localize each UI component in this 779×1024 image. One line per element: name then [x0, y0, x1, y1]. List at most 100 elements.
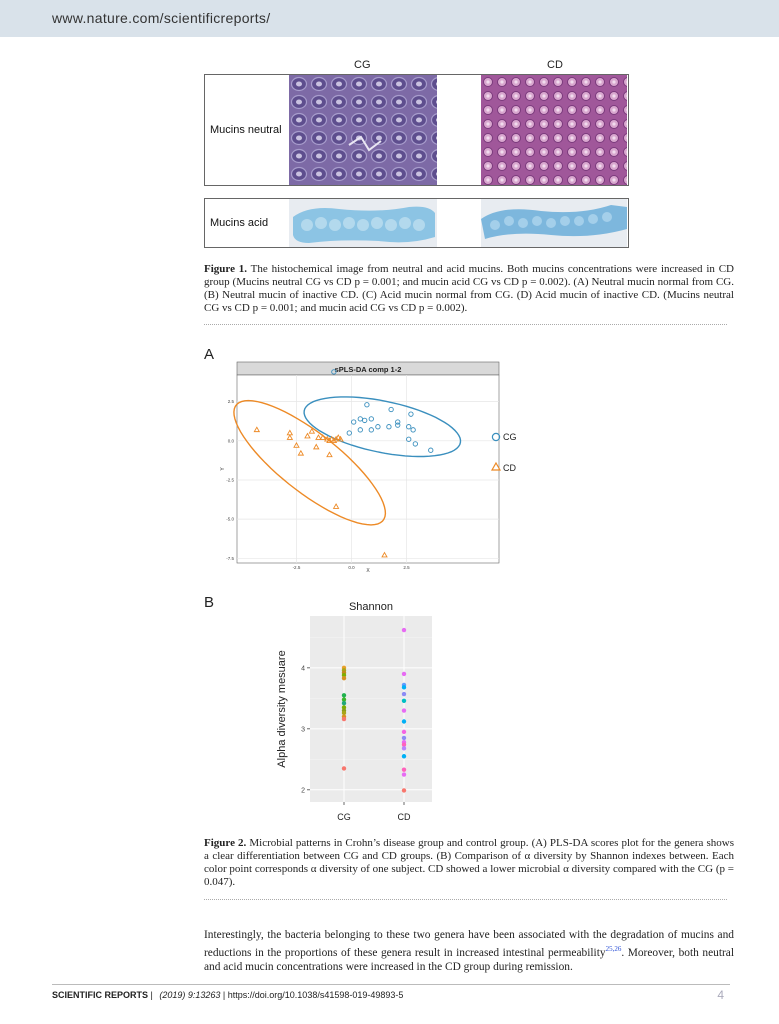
plsda-point-cg	[368, 416, 374, 422]
plsda-point-cg	[346, 430, 352, 436]
shannon-ticks: 2 3 4 CG CD	[301, 665, 411, 822]
plsda-point-cd	[319, 434, 327, 440]
shannon-point-cd	[401, 729, 407, 735]
body-text: Interestingly, the bacteria belonging to…	[204, 929, 734, 959]
plsda-chart: sPLS-DA comp 1-2 -2.5 0.0 2.5 2.5 0.0 -2.5 -5.…	[220, 361, 517, 574]
shannon-point-cd	[401, 746, 407, 751]
plsda-point-cg	[408, 411, 414, 417]
shannon-point-cg	[341, 710, 347, 716]
shannon-x-tick-label: CD	[398, 812, 411, 822]
shannon-x-tick-label: CG	[337, 812, 351, 822]
shannon-chart: Shannon 2 3 4 CG CD Alpha diversity mesuare	[276, 601, 432, 822]
plsda-point-cd	[315, 434, 322, 440]
plsda-point-cd	[335, 434, 342, 440]
shannon-point-cg	[341, 676, 347, 681]
plsda-point-cd	[308, 427, 316, 434]
shannon-point-cd	[401, 742, 407, 747]
plsda-point-cd	[381, 551, 388, 558]
shannon-point-cd	[401, 691, 407, 697]
site-url[interactable]: www.nature.com/scientificreports/	[52, 10, 271, 26]
site-header: www.nature.com/scientificreports/	[0, 0, 779, 37]
shannon-point-cd	[401, 627, 407, 633]
plsda-point-cg	[412, 441, 418, 447]
footer-citation: (2019) 9:13263	[159, 990, 221, 1000]
plsda-point-cg	[351, 419, 357, 425]
shannon-y-tick-label: 3	[301, 726, 305, 733]
fig2-caption: Figure 2. Microbial patterns in Crohn’s …	[204, 837, 734, 889]
fig1-caption: Figure 1. The histochemical image from n…	[204, 263, 734, 315]
shannon-point-cd	[401, 788, 407, 793]
shannon-point-cg	[341, 693, 347, 698]
plsda-point-cd	[337, 435, 344, 442]
plsda-point-cd	[330, 437, 338, 444]
shannon-point-cd	[401, 719, 407, 724]
fig1-row-label-neutral: Mucins neutral	[210, 124, 282, 136]
fig1-row-label-acid: Mucins acid	[210, 217, 269, 229]
plsda-point-cg	[428, 447, 434, 453]
shannon-y-tick-label: 4	[301, 665, 305, 672]
shannon-point-cg	[341, 697, 347, 702]
footer-doi[interactable]: | https://doi.org/10.1038/s41598-019-498…	[220, 990, 404, 1000]
plsda-point-cg	[375, 424, 381, 430]
plsda-grid	[237, 375, 499, 563]
fig2-separator	[204, 899, 727, 900]
shannon-point-cg	[341, 672, 347, 678]
plsda-point-cd	[297, 449, 305, 456]
plsda-point-cd	[328, 435, 335, 442]
plsda-point-cg	[364, 402, 370, 408]
fig1-image-acid-cd	[481, 199, 627, 247]
body-paragraph: Interestingly, the bacteria belonging to…	[204, 928, 734, 974]
legend-cd-marker	[490, 461, 502, 471]
plsda-point-cd	[253, 426, 261, 433]
shannon-point-cd	[401, 708, 407, 713]
plsda-y-tick-label: 2.5	[228, 399, 235, 404]
shannon-points	[341, 627, 407, 793]
fig1-separator	[204, 324, 727, 325]
plsda-point-cg	[362, 417, 368, 424]
fig2-caption-text: Microbial patterns in Crohn’s disease gr…	[204, 837, 734, 888]
plsda-point-cd	[332, 503, 340, 509]
page-number: 4	[717, 988, 724, 1002]
plsda-y-tick-label: -7.5	[226, 556, 234, 561]
plsda-points	[253, 369, 434, 558]
plsda-point-cg	[368, 427, 374, 433]
shannon-point-cd	[401, 671, 407, 677]
plsda-point-cd	[304, 432, 311, 439]
shannon-point-cd	[401, 735, 407, 741]
shannon-y-label: Alpha diversity mesuare	[276, 650, 288, 767]
shannon-title: Shannon	[349, 601, 393, 613]
plsda-x-tick-label: 0.0	[348, 565, 355, 570]
fig1-caption-text: The histochemical image from neutral and…	[204, 263, 734, 314]
fig1-image-neutral-cd	[481, 75, 627, 185]
legend-cg-label: CG	[503, 432, 517, 442]
plsda-y-tick-label: 0.0	[228, 438, 235, 443]
plsda-y-label: Y	[220, 467, 226, 471]
shannon-y-tick-label: 2	[301, 787, 305, 794]
shannon-point-cd	[401, 772, 407, 777]
plsda-point-cg	[410, 427, 416, 433]
footer-separator: |	[148, 990, 156, 1000]
plsda-ellipses	[233, 396, 462, 526]
shannon-point-cg	[341, 701, 347, 706]
fig1-image-neutral-cg	[289, 75, 437, 185]
fig1-row-acid: Mucins acid	[204, 198, 629, 248]
shannon-point-cd	[401, 767, 407, 772]
fig2-caption-label: Figure 2.	[204, 837, 247, 849]
plsda-point-cg	[357, 416, 363, 422]
footer-rule	[52, 984, 730, 985]
plsda-point-cd	[332, 435, 340, 442]
plsda-point-cg	[395, 422, 401, 428]
fig1-col-label-cd: CD	[547, 59, 563, 71]
body-citation[interactable]: 25,26	[605, 945, 622, 953]
shannon-point-cg	[341, 705, 347, 710]
plsda-point-cg	[388, 406, 394, 413]
plsda-x-tick-label: -2.5	[293, 565, 301, 570]
plsda-point-cg	[406, 436, 412, 442]
plsda-x-tick-label: 2.5	[403, 565, 410, 570]
plsda-ticks: -2.5 0.0 2.5 2.5 0.0 -2.5 -5.0 -7.5	[226, 399, 410, 570]
legend-cd-label: CD	[503, 463, 516, 473]
shannon-point-cd	[401, 754, 407, 759]
plsda-point-cd	[312, 443, 320, 450]
plsda-point-cd	[326, 437, 333, 444]
fig1-image-acid-cg	[289, 199, 437, 247]
